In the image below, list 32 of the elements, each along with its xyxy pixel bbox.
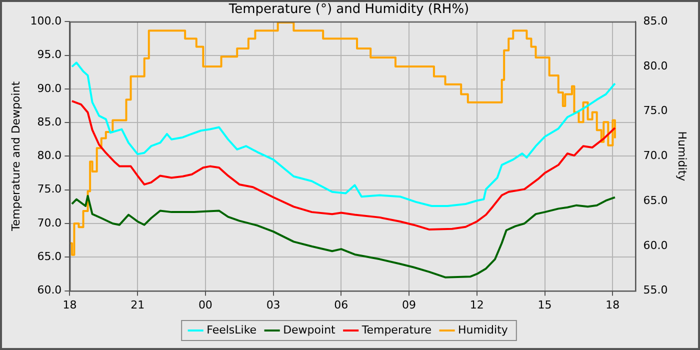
y2-tick-label: 70.0 (643, 149, 668, 162)
y2-tick-label: 85.0 (643, 14, 668, 28)
legend-label: FeelsLike (206, 323, 257, 336)
x-tick-label: 15 (538, 298, 552, 312)
y2-tick-label: 60.0 (643, 238, 668, 252)
x-tick-label: 18 (606, 298, 620, 312)
legend-label: Humidity (458, 323, 508, 336)
y-tick-label: 85.0 (37, 115, 62, 128)
x-tick-label: 00 (198, 298, 212, 312)
y2-tick-label: 55.0 (643, 284, 668, 297)
y2-tick-label: 65.0 (643, 194, 668, 207)
y-tick-label: 80.0 (37, 149, 62, 162)
y-tick-label: 90.0 (37, 82, 62, 95)
x-tick-label: 18 (62, 298, 77, 312)
chart-title: Temperature (°) and Humidity (RH%) (228, 2, 470, 18)
y2-tick-label: 75.0 (643, 104, 668, 118)
x-tick-label: 06 (334, 298, 348, 312)
legend-label: Temperature (360, 323, 432, 336)
legend-label: Dewpoint (283, 323, 336, 336)
x-tick-label: 03 (266, 298, 280, 312)
x-tick-label: 21 (130, 298, 145, 312)
x-tick-label: 12 (470, 298, 484, 312)
y-tick-label: 65.0 (37, 250, 62, 264)
y-axis-title: Temperature and Dewpoint (9, 80, 22, 232)
y2-tick-label: 80.0 (643, 59, 668, 72)
x-tick-label: 09 (402, 298, 416, 312)
y-tick-label: 75.0 (37, 182, 62, 196)
y-tick-label: 70.0 (37, 216, 62, 230)
y2-axis-title: Humidity (676, 131, 689, 182)
y-tick-label: 100.0 (30, 14, 62, 28)
y-tick-label: 95.0 (37, 48, 62, 62)
y-tick-label: 60.0 (37, 284, 62, 297)
